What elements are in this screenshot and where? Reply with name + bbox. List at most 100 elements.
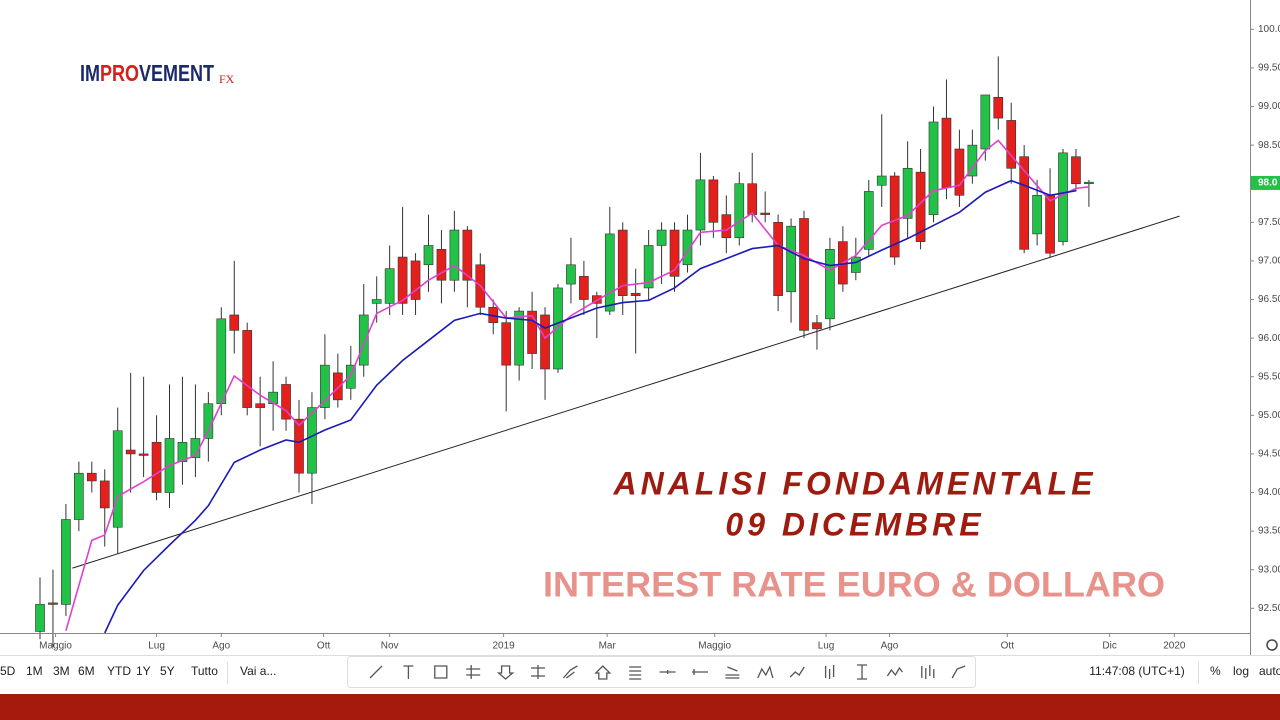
x-tick-label: Ago [881,641,899,652]
tool-icon[interactable] [789,666,805,678]
range-button[interactable]: 5Y [160,664,175,678]
tool-icon[interactable] [886,666,903,677]
trendline [72,215,1180,569]
tool-icon[interactable] [562,665,578,679]
tool-glyph [562,665,578,679]
tool-glyph [857,664,867,680]
y-tick-label: 94.00 [1258,487,1280,498]
range-button[interactable]: 1M [26,664,43,678]
y-tick-label: 92.50 [1258,603,1280,614]
candle-body [527,310,537,354]
candle-body [1006,120,1017,169]
option-button[interactable]: % [1210,664,1221,678]
tool-glyph [692,669,708,675]
x-tick-label: Maggio [39,641,72,652]
candle-body [954,148,965,196]
x-tick-label: Ott [317,641,331,652]
plot-area [35,56,1180,647]
overlay-title: ANALISI FONDAMENTALE [613,465,1097,501]
candle-body [371,299,382,304]
clock: 11:47:08 (UTC+1) [1089,664,1185,678]
range-button[interactable]: 1Y [136,664,151,678]
candle-body [604,233,615,312]
range-button[interactable]: 5D [0,664,16,678]
y-tick-label: 96.50 [1258,294,1280,305]
range-button[interactable]: 3M [53,664,70,678]
candle-body [61,519,71,605]
x-tick-label: Ago [212,641,230,652]
candle-body [358,314,369,366]
candle-body [333,372,343,401]
candle-body [410,260,421,300]
tool-glyph [629,666,642,680]
moving-average [65,139,1090,631]
tool-icon[interactable] [403,665,414,679]
x-tick-label: Ott [1001,641,1015,652]
range-button[interactable]: 6M [78,664,95,678]
tool-icon[interactable] [496,665,515,680]
y-tick-label: 99.00 [1258,101,1280,112]
footer-band [0,694,1280,720]
tool-glyph [466,665,481,679]
candle-body [86,472,97,482]
tool-icon[interactable] [434,665,448,679]
candle-body [294,418,304,474]
candle-body [345,364,356,389]
candle-body [397,256,408,304]
tool-icon[interactable] [594,665,612,680]
candle-body [1032,195,1042,235]
logo-suffix: FX [219,72,235,86]
tool-icon[interactable] [824,665,835,679]
y-tick-label: 97.50 [1258,217,1280,228]
candle-body [255,403,265,408]
range-button[interactable]: Tutto [191,664,218,678]
tool-icon[interactable] [531,665,545,679]
candle-body [708,179,719,223]
tool-icon[interactable] [951,665,966,679]
tool-glyph [434,665,448,679]
settings-icon[interactable] [1266,639,1278,651]
candle-body [863,191,874,250]
candle-body [734,183,745,239]
tool-icon[interactable] [369,665,383,679]
tool-glyph [824,665,835,679]
candle-body [1019,156,1029,250]
candle-body [669,229,680,277]
tool-icon[interactable] [659,670,676,674]
tool-icon[interactable] [857,664,867,680]
y-tick-label: 95.00 [1258,410,1280,421]
candle-body [760,212,771,215]
tool-glyph [369,665,383,679]
candle-body [812,322,822,330]
candle-body [1045,195,1055,254]
x-tick-label: Maggio [698,641,731,652]
tool-glyph [757,665,774,679]
candle-body [307,407,317,474]
candle-body [579,276,589,300]
x-tick-label: Lug [818,641,835,652]
tool-icon[interactable] [757,665,774,679]
range-button[interactable]: YTD [107,664,131,678]
candle-body [617,229,628,296]
tool-glyph [921,665,935,679]
candle-body [747,183,758,215]
candle-body [216,318,227,405]
tool-icon[interactable] [725,666,740,679]
option-button[interactable]: auto [1259,664,1280,678]
option-button[interactable]: log [1233,664,1249,678]
goto-button[interactable]: Vai a... [240,664,276,678]
tool-icon[interactable] [466,665,481,679]
tool-glyph [789,666,805,678]
overlay-topic: INTEREST RATE EURO & DOLLARO [543,565,1165,604]
tool-icon[interactable] [692,669,708,675]
overlay-date: 09 DICEMBRE [725,506,984,542]
tool-glyph [496,665,515,680]
tool-icon[interactable] [629,666,642,680]
candle-body [1071,156,1081,185]
tool-icon[interactable] [921,665,935,679]
last-price-label: 98.0 [1258,178,1278,189]
tool-glyph [725,666,740,679]
candle-body [773,222,783,296]
